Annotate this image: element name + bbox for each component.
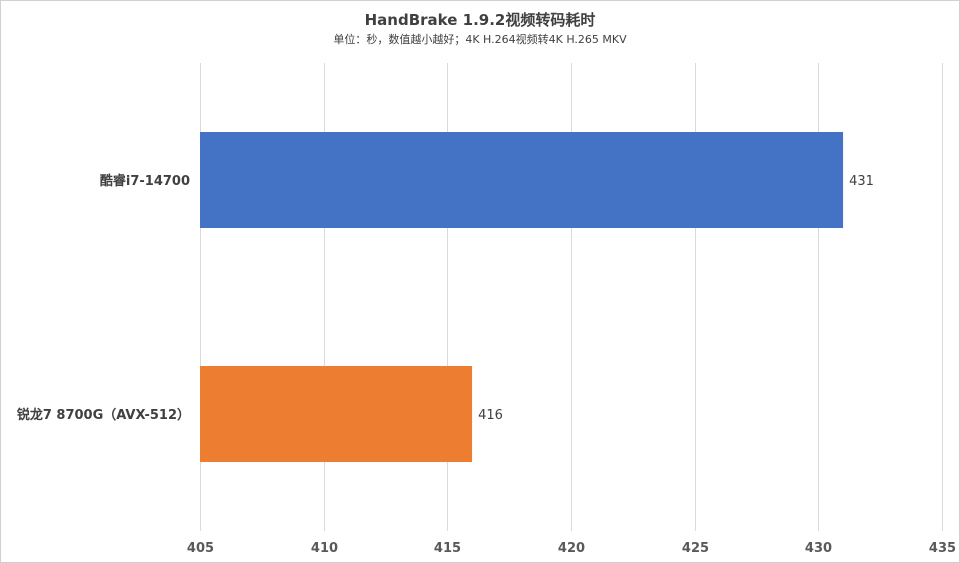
chart-subtitle: 单位：秒，数值越小越好；4K H.264视频转4K H.265 MKV xyxy=(333,33,627,46)
chart-title: HandBrake 1.9.2视频转码耗时 xyxy=(364,11,596,29)
bar xyxy=(200,366,473,462)
data-label: 416 xyxy=(478,408,503,423)
x-tick-label: 415 xyxy=(434,541,461,556)
x-tick-label: 425 xyxy=(682,541,709,556)
x-tick-label: 410 xyxy=(311,541,338,556)
data-label: 431 xyxy=(849,174,874,189)
category-label: 酷睿i7-14700 xyxy=(100,173,190,189)
category-label: 锐龙7 8700G（AVX-512） xyxy=(17,407,190,423)
x-tick-label: 430 xyxy=(805,541,832,556)
x-tick-label: 420 xyxy=(558,541,585,556)
x-tick-label: 435 xyxy=(929,541,956,556)
x-tick-label: 405 xyxy=(187,541,214,556)
bar xyxy=(200,132,844,228)
